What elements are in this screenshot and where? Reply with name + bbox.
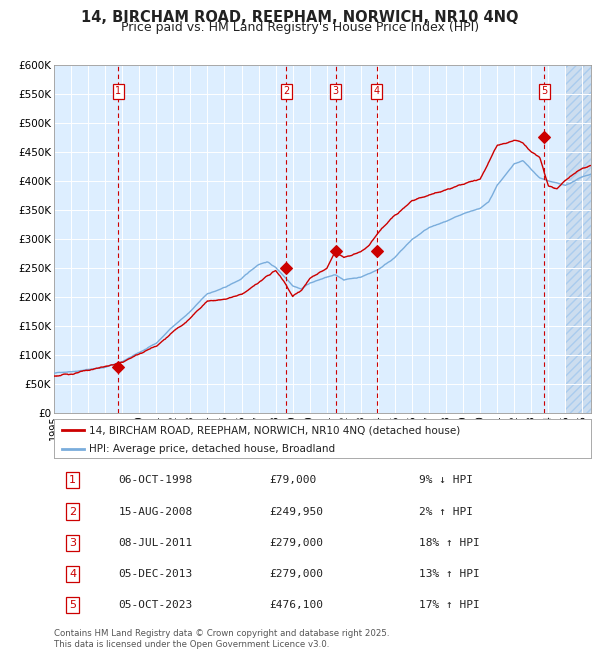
Text: 18% ↑ HPI: 18% ↑ HPI [419,538,480,548]
Text: 9% ↓ HPI: 9% ↓ HPI [419,475,473,486]
Text: Contains HM Land Registry data © Crown copyright and database right 2025.
This d: Contains HM Land Registry data © Crown c… [54,629,389,649]
Text: 13% ↑ HPI: 13% ↑ HPI [419,569,480,579]
Text: 4: 4 [373,86,380,96]
Point [331,246,340,256]
Point [113,362,123,372]
Text: 1: 1 [115,86,121,96]
Text: 2: 2 [69,506,76,517]
Text: 08-JUL-2011: 08-JUL-2011 [118,538,193,548]
Text: 2% ↑ HPI: 2% ↑ HPI [419,506,473,517]
Text: £249,950: £249,950 [269,506,323,517]
Text: 06-OCT-1998: 06-OCT-1998 [118,475,193,486]
Text: 5: 5 [69,600,76,610]
Text: £79,000: £79,000 [269,475,316,486]
Text: HPI: Average price, detached house, Broadland: HPI: Average price, detached house, Broa… [89,443,335,454]
Bar [565,65,593,413]
Point [281,263,291,273]
Text: £279,000: £279,000 [269,569,323,579]
Point [372,246,382,256]
Text: £476,100: £476,100 [269,600,323,610]
Text: 1: 1 [69,475,76,486]
Text: 5: 5 [541,86,547,96]
Text: 14, BIRCHAM ROAD, REEPHAM, NORWICH, NR10 4NQ: 14, BIRCHAM ROAD, REEPHAM, NORWICH, NR10… [81,10,519,25]
Text: 15-AUG-2008: 15-AUG-2008 [118,506,193,517]
Text: £279,000: £279,000 [269,538,323,548]
Text: 2: 2 [283,86,289,96]
Text: 4: 4 [69,569,76,579]
Text: 3: 3 [332,86,338,96]
Text: 05-OCT-2023: 05-OCT-2023 [118,600,193,610]
Text: 3: 3 [69,538,76,548]
Point [539,131,549,142]
Text: Price paid vs. HM Land Registry's House Price Index (HPI): Price paid vs. HM Land Registry's House … [121,21,479,34]
Text: 14, BIRCHAM ROAD, REEPHAM, NORWICH, NR10 4NQ (detached house): 14, BIRCHAM ROAD, REEPHAM, NORWICH, NR10… [89,425,460,435]
Text: 17% ↑ HPI: 17% ↑ HPI [419,600,480,610]
Text: 05-DEC-2013: 05-DEC-2013 [118,569,193,579]
